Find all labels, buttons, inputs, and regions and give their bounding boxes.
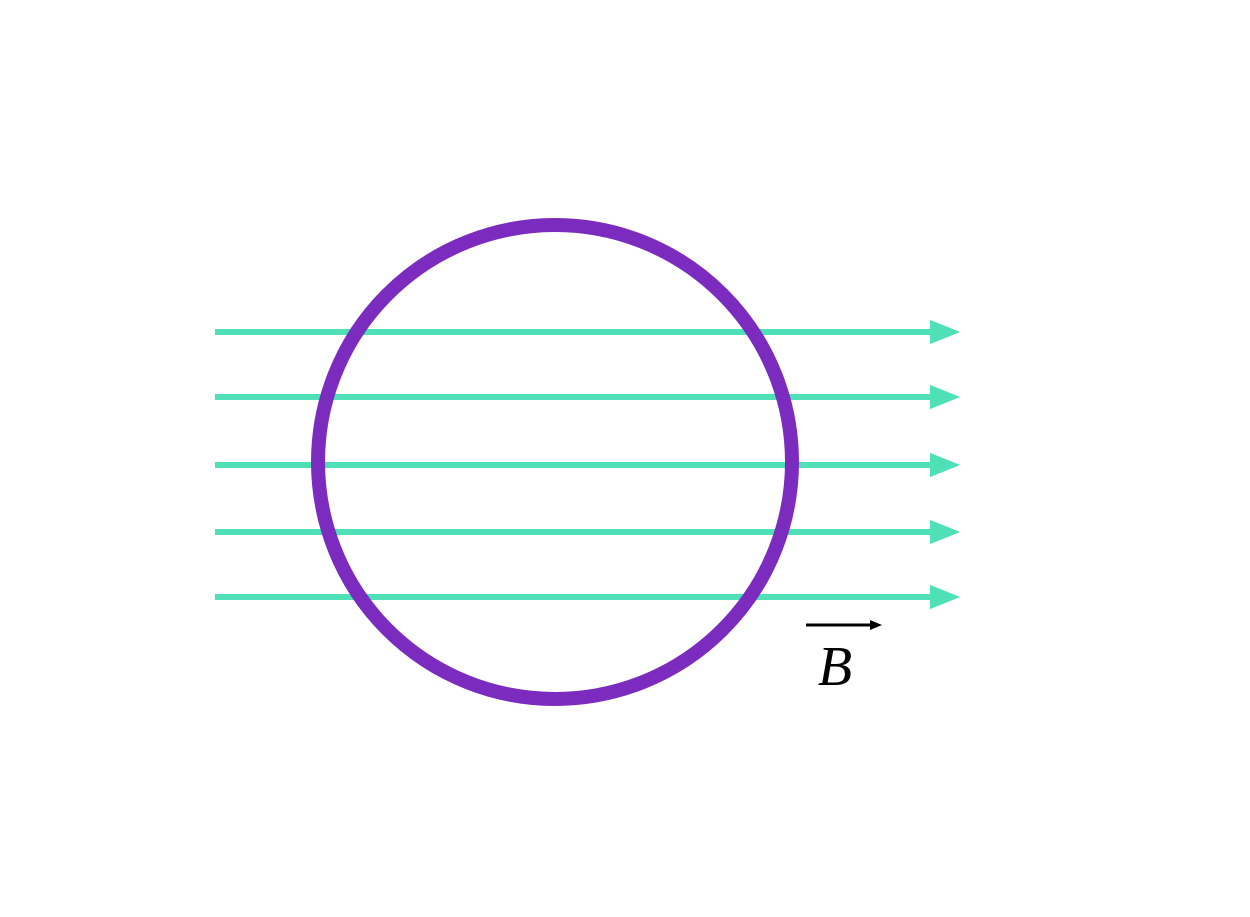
magnetic-field-diagram: B xyxy=(0,0,1250,917)
b-label-text: B xyxy=(818,636,852,698)
